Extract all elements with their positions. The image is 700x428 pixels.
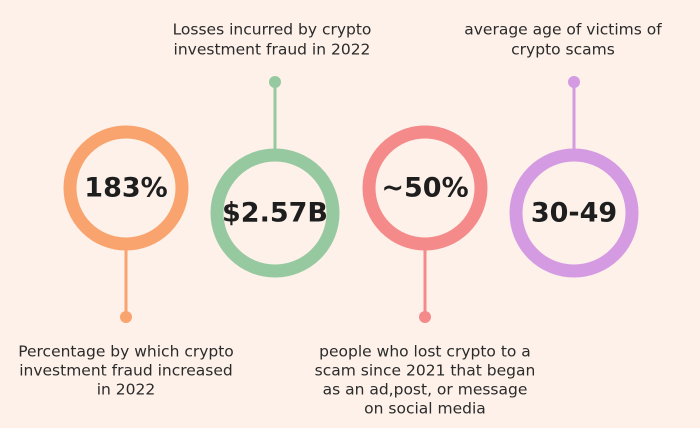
ring (509, 148, 639, 278)
caption-line: investment fraud in 2022 (174, 41, 371, 59)
caption-line: crypto scams (511, 41, 615, 59)
connector-dot (419, 311, 431, 323)
caption-line: as an ad,post, or message (323, 381, 528, 399)
caption-line: Percentage by which crypto (18, 343, 234, 361)
stat-item: $2.57B Losses incurred by crypto investm… (173, 21, 372, 278)
stat-item: 183% Percentage by which crypto investme… (18, 125, 234, 399)
stat-value: 183% (84, 173, 167, 204)
ring (210, 148, 340, 278)
caption-line: average age of victims of (464, 21, 662, 39)
stat-item: 30-49 average age of victims of crypto s… (464, 21, 662, 278)
caption-line: Losses incurred by crypto (173, 21, 372, 39)
ring (362, 125, 488, 251)
caption-line: people who lost crypto to a (319, 343, 531, 361)
connector-dot (269, 76, 281, 88)
caption-line: investment fraud increased (19, 362, 233, 380)
stat-item: ~50% people who lost crypto to a scam si… (315, 125, 536, 418)
stat-value: $2.57B (222, 198, 328, 229)
caption-line: on social media (364, 400, 486, 418)
caption-line: in 2022 (97, 381, 156, 399)
caption-line: scam since 2021 that began (315, 362, 536, 380)
connector-dot (568, 76, 580, 88)
connector-dot (120, 311, 132, 323)
ring (63, 125, 189, 251)
stat-value: ~50% (381, 173, 468, 204)
stat-value: 30-49 (531, 198, 617, 229)
